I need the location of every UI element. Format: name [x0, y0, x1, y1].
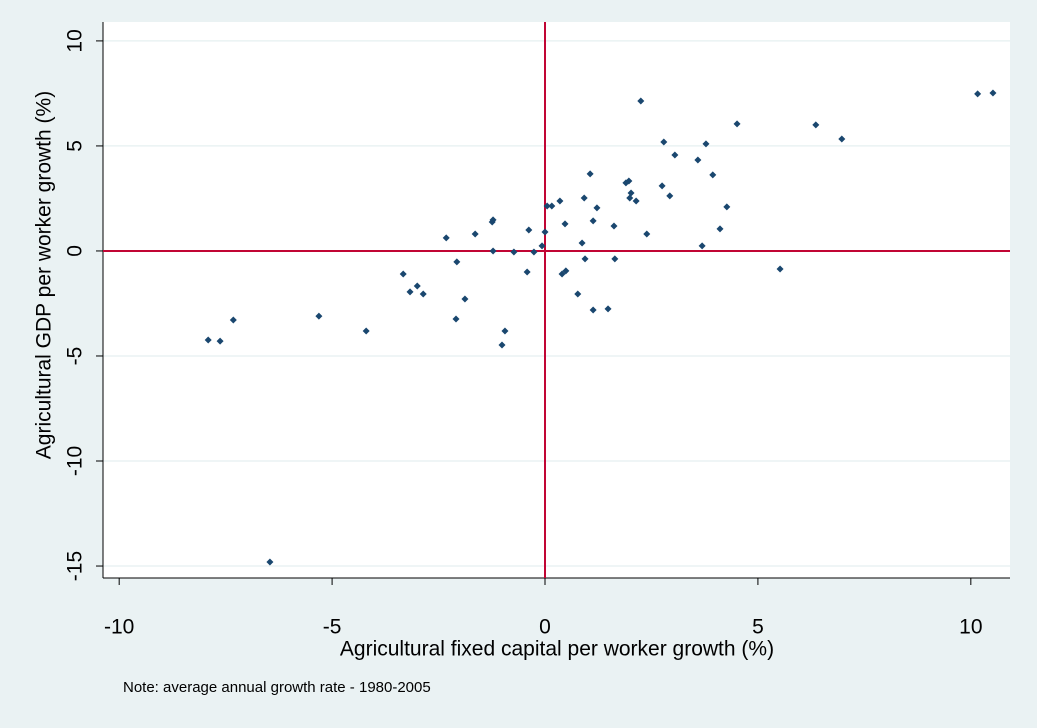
point: [838, 135, 846, 143]
point: [556, 197, 564, 205]
point: [406, 288, 414, 296]
y-tick-label: 10: [64, 29, 87, 52]
point: [452, 315, 460, 323]
point: [453, 258, 461, 266]
point: [723, 203, 731, 211]
point: [694, 156, 702, 164]
point: [266, 558, 274, 566]
point: [733, 120, 741, 128]
y-axis-title: Agricultural GDP per worker growth (%): [33, 91, 56, 459]
point: [548, 202, 556, 210]
point: [643, 230, 651, 238]
x-tick-label: -10: [104, 616, 134, 639]
y-tick-label: -10: [64, 446, 87, 476]
point: [658, 182, 666, 190]
point: [510, 248, 518, 256]
x-tick-label: 0: [539, 616, 551, 639]
point: [229, 316, 237, 324]
point: [604, 305, 612, 313]
y-tick-label: -5: [64, 347, 87, 366]
point: [989, 89, 997, 97]
y-tick-label: 0: [64, 245, 87, 257]
point: [625, 177, 633, 185]
point: [702, 140, 710, 148]
point: [627, 189, 635, 197]
point: [666, 192, 674, 200]
point: [632, 197, 640, 205]
point: [489, 216, 497, 224]
point: [501, 327, 509, 335]
point: [498, 341, 506, 349]
point: [812, 121, 820, 129]
point: [586, 170, 594, 178]
point: [611, 255, 619, 263]
point: [489, 247, 497, 255]
point: [593, 204, 601, 212]
note: Note: average annual growth rate - 1980-…: [123, 679, 431, 696]
y-tick-label: 5: [64, 140, 87, 152]
point: [523, 268, 531, 276]
x-tick-label: -5: [323, 616, 342, 639]
point: [626, 194, 634, 202]
point: [362, 327, 370, 335]
point: [315, 312, 323, 320]
x-tick-label: 10: [959, 616, 982, 639]
point: [525, 226, 533, 234]
point: [561, 220, 569, 228]
point: [610, 222, 618, 230]
point: [538, 242, 546, 250]
point: [589, 306, 597, 314]
point: [709, 171, 717, 179]
point: [974, 90, 982, 98]
point: [204, 336, 212, 344]
point: [530, 248, 538, 256]
point: [399, 270, 407, 278]
point: [589, 217, 597, 225]
y-tick-label: -15: [64, 551, 87, 581]
point: [574, 290, 582, 298]
plot-area: [103, 22, 1010, 578]
point: [698, 242, 706, 250]
point: [413, 282, 421, 290]
point: [776, 265, 784, 273]
point: [660, 138, 668, 146]
point: [471, 230, 479, 238]
x-tick-label: 5: [752, 616, 764, 639]
point: [581, 255, 589, 263]
point: [580, 194, 588, 202]
point: [716, 225, 724, 233]
point: [216, 337, 224, 345]
point: [671, 151, 679, 159]
point: [578, 239, 586, 247]
point: [461, 295, 469, 303]
point: [562, 267, 570, 275]
point: [442, 234, 450, 242]
point: [543, 202, 551, 210]
point: [419, 290, 427, 298]
point: [541, 228, 549, 236]
point: [637, 97, 645, 105]
x-axis-title: Agricultural fixed capital per worker gr…: [340, 638, 774, 661]
